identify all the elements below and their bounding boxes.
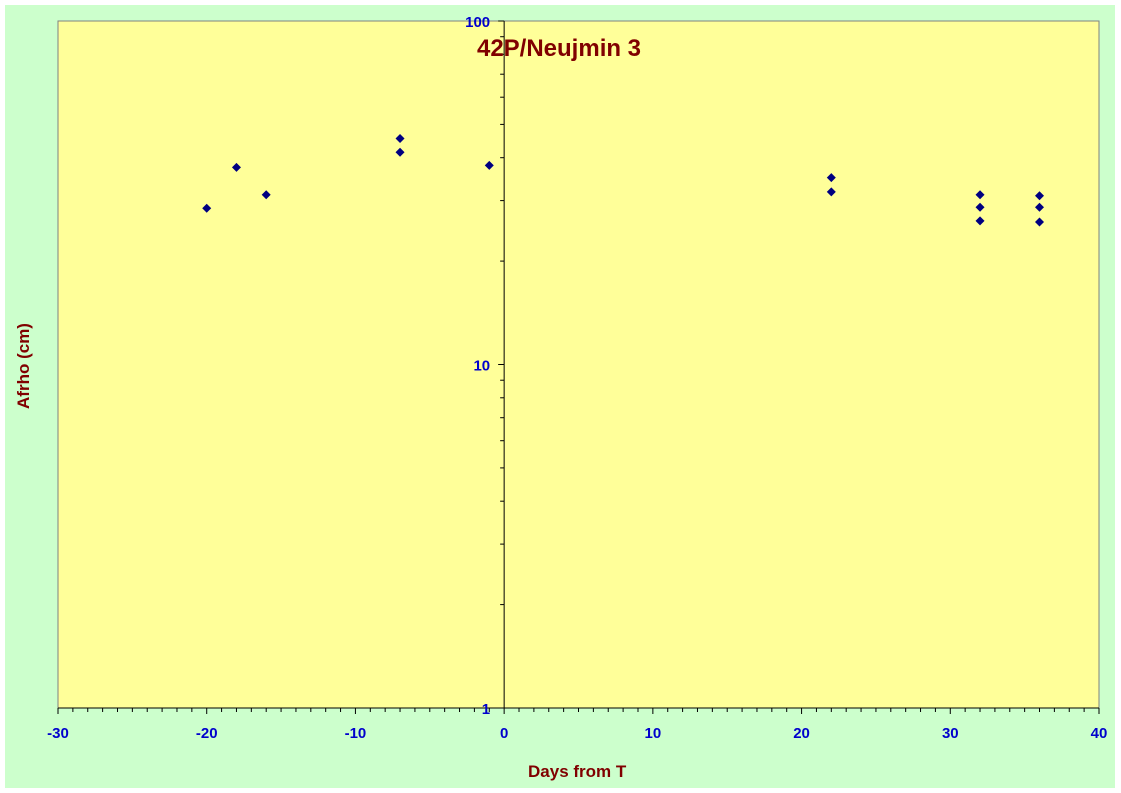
data-point-marker (975, 202, 985, 212)
x-tick-label: 30 (942, 725, 959, 742)
y-tick-label: 100 (465, 14, 490, 31)
data-point-marker (1035, 191, 1045, 201)
y-tick-label: 1 (482, 701, 490, 718)
x-axis-title: Days from T (528, 762, 627, 781)
y-axis-title: Afrho (cm) (14, 323, 33, 409)
data-point-marker (975, 190, 985, 200)
x-tick-label: -10 (345, 725, 367, 742)
x-tick-label: -30 (47, 725, 69, 742)
axes (57, 20, 1100, 714)
data-point-marker (484, 160, 494, 170)
data-point-marker (975, 216, 985, 226)
x-tick-label: 20 (793, 725, 810, 742)
data-point-marker (261, 190, 271, 200)
plot-area (57, 20, 1100, 709)
data-point-marker (1035, 202, 1045, 212)
data-point-marker (202, 203, 212, 213)
data-markers (202, 133, 1045, 227)
x-tick-label: 40 (1091, 725, 1108, 742)
x-tick-label: -20 (196, 725, 218, 742)
data-point-marker (395, 133, 405, 143)
data-point-marker (826, 187, 836, 197)
y-tick-label: 10 (473, 358, 490, 375)
tick-labels: -30 -20 -10 0 10 20 30 40 1 10 100 (47, 14, 1107, 742)
data-point-marker (231, 162, 241, 172)
data-point-marker (395, 147, 405, 157)
x-tick-label: 10 (645, 725, 662, 742)
x-tick-label: 0 (500, 725, 508, 742)
data-point-marker (826, 173, 836, 183)
chart-title: 42P/Neujmin 3 (477, 35, 641, 62)
data-point-marker (1035, 217, 1045, 227)
